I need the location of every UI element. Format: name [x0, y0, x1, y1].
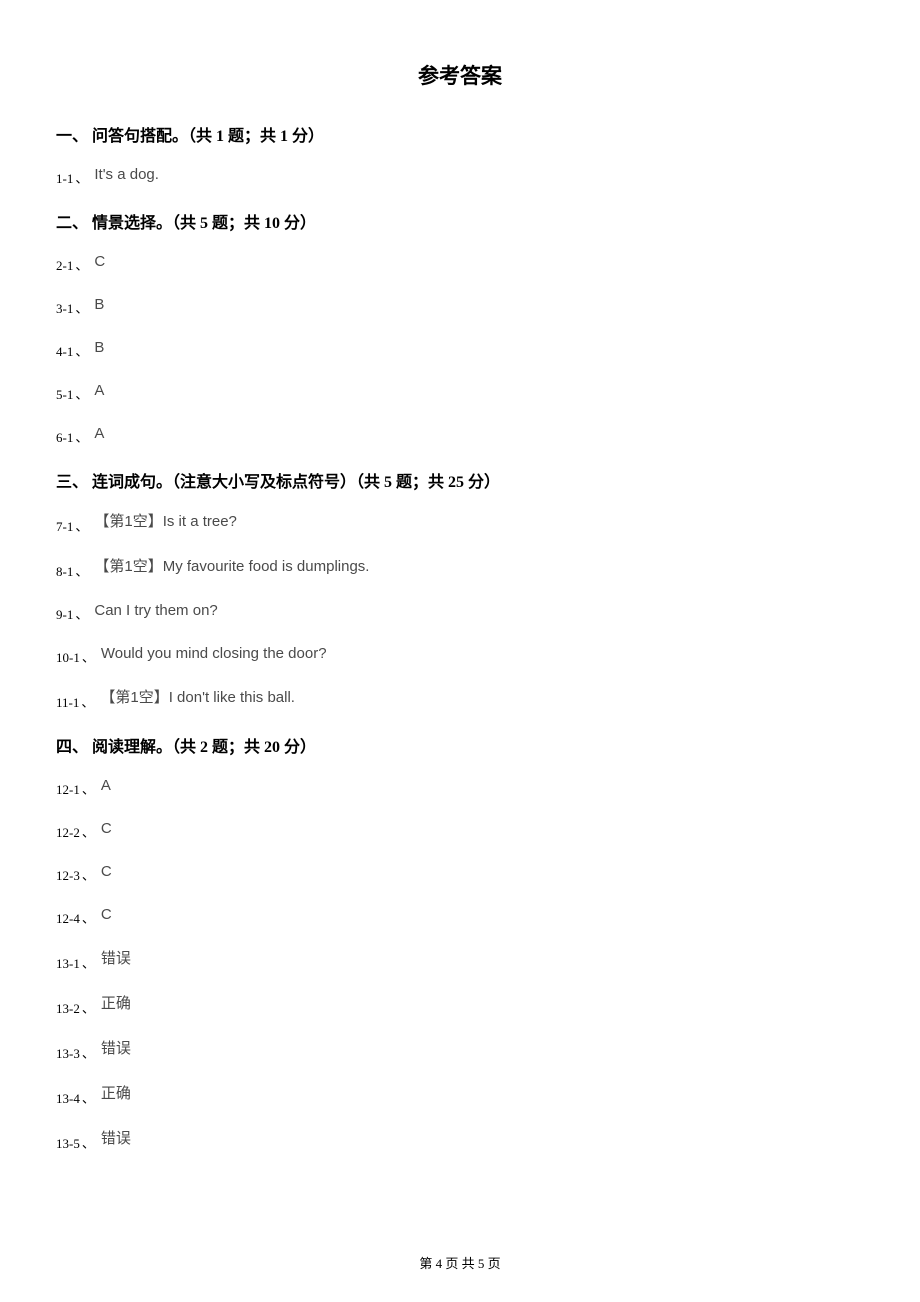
answer-comma: 、: [82, 1133, 95, 1152]
answer-row: 10-1、 Would you mind closing the door?: [56, 645, 864, 664]
answer-comma: 、: [82, 865, 95, 884]
answer-value: C: [101, 863, 112, 880]
answer-num: 12-4: [56, 911, 80, 927]
answer-comma: 、: [75, 168, 88, 187]
answer-value: C: [101, 906, 112, 923]
answer-num: 6-1: [56, 430, 73, 446]
answer-value: Would you mind closing the door?: [101, 645, 327, 662]
answer-num: 12-3: [56, 868, 80, 884]
answer-row: 4-1、 B: [56, 339, 864, 358]
answer-comma: 、: [82, 998, 95, 1017]
answer-row: 13-4、 正确: [56, 1084, 864, 1105]
answer-row: 12-1、 A: [56, 777, 864, 796]
answer-row: 12-3、 C: [56, 863, 864, 882]
answer-row: 7-1、 【第1空】Is it a tree?: [56, 512, 864, 533]
answer-comma: 、: [81, 692, 94, 711]
answer-comma: 、: [82, 1088, 95, 1107]
answer-value: B: [94, 296, 104, 313]
answer-num: 7-1: [56, 519, 73, 535]
answer-comma: 、: [75, 427, 88, 446]
answer-row: 13-1、 错误: [56, 949, 864, 970]
answer-comma: 、: [82, 779, 95, 798]
answer-num: 8-1: [56, 564, 73, 580]
answer-row: 13-2、 正确: [56, 994, 864, 1015]
answer-row: 12-2、 C: [56, 820, 864, 839]
answer-value: 正确: [101, 1082, 131, 1103]
answer-value: It's a dog.: [94, 166, 159, 183]
answer-value: 【第1空】Is it a tree?: [94, 510, 237, 531]
answer-value: 正确: [101, 992, 131, 1013]
answer-value: 错误: [101, 1037, 131, 1058]
answer-num: 9-1: [56, 607, 73, 623]
answer-num: 13-2: [56, 1001, 80, 1017]
answer-row: 11-1、 【第1空】I don't like this ball.: [56, 688, 864, 709]
answer-comma: 、: [75, 516, 88, 535]
answer-row: 3-1、 B: [56, 296, 864, 315]
answer-num: 11-1: [56, 695, 79, 711]
answer-value: 【第1空】My favourite food is dumplings.: [94, 555, 369, 576]
answer-comma: 、: [82, 953, 95, 972]
answer-value: 错误: [101, 1127, 131, 1148]
answer-num: 3-1: [56, 301, 73, 317]
answer-value: A: [94, 425, 104, 442]
answer-comma: 、: [75, 561, 88, 580]
answer-row: 13-3、 错误: [56, 1039, 864, 1060]
answer-num: 1-1: [56, 171, 73, 187]
section-1-header: 一、 问答句搭配。（共 1 题；共 1 分）: [56, 122, 864, 146]
answer-num: 12-1: [56, 782, 80, 798]
answer-row: 9-1、 Can I try them on?: [56, 602, 864, 621]
answer-row: 13-5、 错误: [56, 1129, 864, 1150]
answer-row: 2-1、 C: [56, 253, 864, 272]
answer-num: 13-1: [56, 956, 80, 972]
answer-comma: 、: [75, 604, 88, 623]
answer-num: 13-5: [56, 1136, 80, 1152]
answer-comma: 、: [82, 647, 95, 666]
section-1: 一、 问答句搭配。（共 1 题；共 1 分） 1-1、 It's a dog.: [56, 122, 864, 185]
answer-num: 4-1: [56, 344, 73, 360]
answer-row: 12-4、 C: [56, 906, 864, 925]
answer-comma: 、: [75, 384, 88, 403]
answer-num: 13-4: [56, 1091, 80, 1107]
section-2: 二、 情景选择。（共 5 题；共 10 分） 2-1、 C 3-1、 B 4-1…: [56, 209, 864, 444]
answer-comma: 、: [75, 298, 88, 317]
answer-comma: 、: [82, 908, 95, 927]
page-title: 参考答案: [56, 60, 864, 90]
answer-comma: 、: [75, 341, 88, 360]
answer-row: 6-1、 A: [56, 425, 864, 444]
answer-num: 12-2: [56, 825, 80, 841]
answer-comma: 、: [82, 822, 95, 841]
answer-value: C: [94, 253, 105, 270]
section-4: 四、 阅读理解。（共 2 题；共 20 分） 12-1、 A 12-2、 C 1…: [56, 733, 864, 1150]
section-3-header: 三、 连词成句。（注意大小写及标点符号）（共 5 题；共 25 分）: [56, 468, 864, 492]
answer-value: Can I try them on?: [94, 602, 217, 619]
answer-value: A: [101, 777, 111, 794]
answer-value: B: [94, 339, 104, 356]
answer-num: 10-1: [56, 650, 80, 666]
answer-value: 错误: [101, 947, 131, 968]
answer-row: 1-1、 It's a dog.: [56, 166, 864, 185]
answer-row: 8-1、 【第1空】My favourite food is dumplings…: [56, 557, 864, 578]
section-3: 三、 连词成句。（注意大小写及标点符号）（共 5 题；共 25 分） 7-1、 …: [56, 468, 864, 709]
answer-num: 5-1: [56, 387, 73, 403]
answer-comma: 、: [82, 1043, 95, 1062]
answer-value: A: [94, 382, 104, 399]
answer-row: 5-1、 A: [56, 382, 864, 401]
section-4-header: 四、 阅读理解。（共 2 题；共 20 分）: [56, 733, 864, 757]
page-content: 参考答案 一、 问答句搭配。（共 1 题；共 1 分） 1-1、 It's a …: [0, 0, 920, 1150]
page-footer: 第 4 页 共 5 页: [0, 1253, 920, 1272]
answer-comma: 、: [75, 255, 88, 274]
answer-value: 【第1空】I don't like this ball.: [100, 686, 295, 707]
answer-num: 2-1: [56, 258, 73, 274]
section-2-header: 二、 情景选择。（共 5 题；共 10 分）: [56, 209, 864, 233]
answer-num: 13-3: [56, 1046, 80, 1062]
answer-value: C: [101, 820, 112, 837]
